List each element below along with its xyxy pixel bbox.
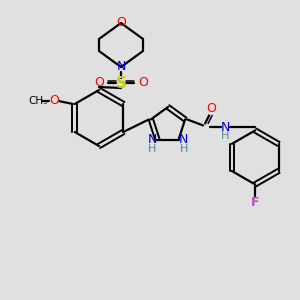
Text: N: N — [220, 121, 230, 134]
Text: F: F — [251, 196, 260, 209]
Text: O: O — [116, 16, 126, 29]
Text: N: N — [148, 133, 157, 146]
Text: H: H — [148, 144, 157, 154]
Text: H: H — [179, 144, 188, 154]
Text: N: N — [179, 133, 188, 146]
Text: O: O — [94, 76, 104, 89]
Text: O: O — [49, 94, 59, 107]
Text: O: O — [138, 76, 148, 89]
Text: H: H — [221, 131, 229, 141]
Text: S: S — [116, 76, 127, 91]
Text: N: N — [116, 61, 126, 74]
Text: CH₃: CH₃ — [28, 96, 47, 106]
Text: O: O — [206, 102, 216, 115]
